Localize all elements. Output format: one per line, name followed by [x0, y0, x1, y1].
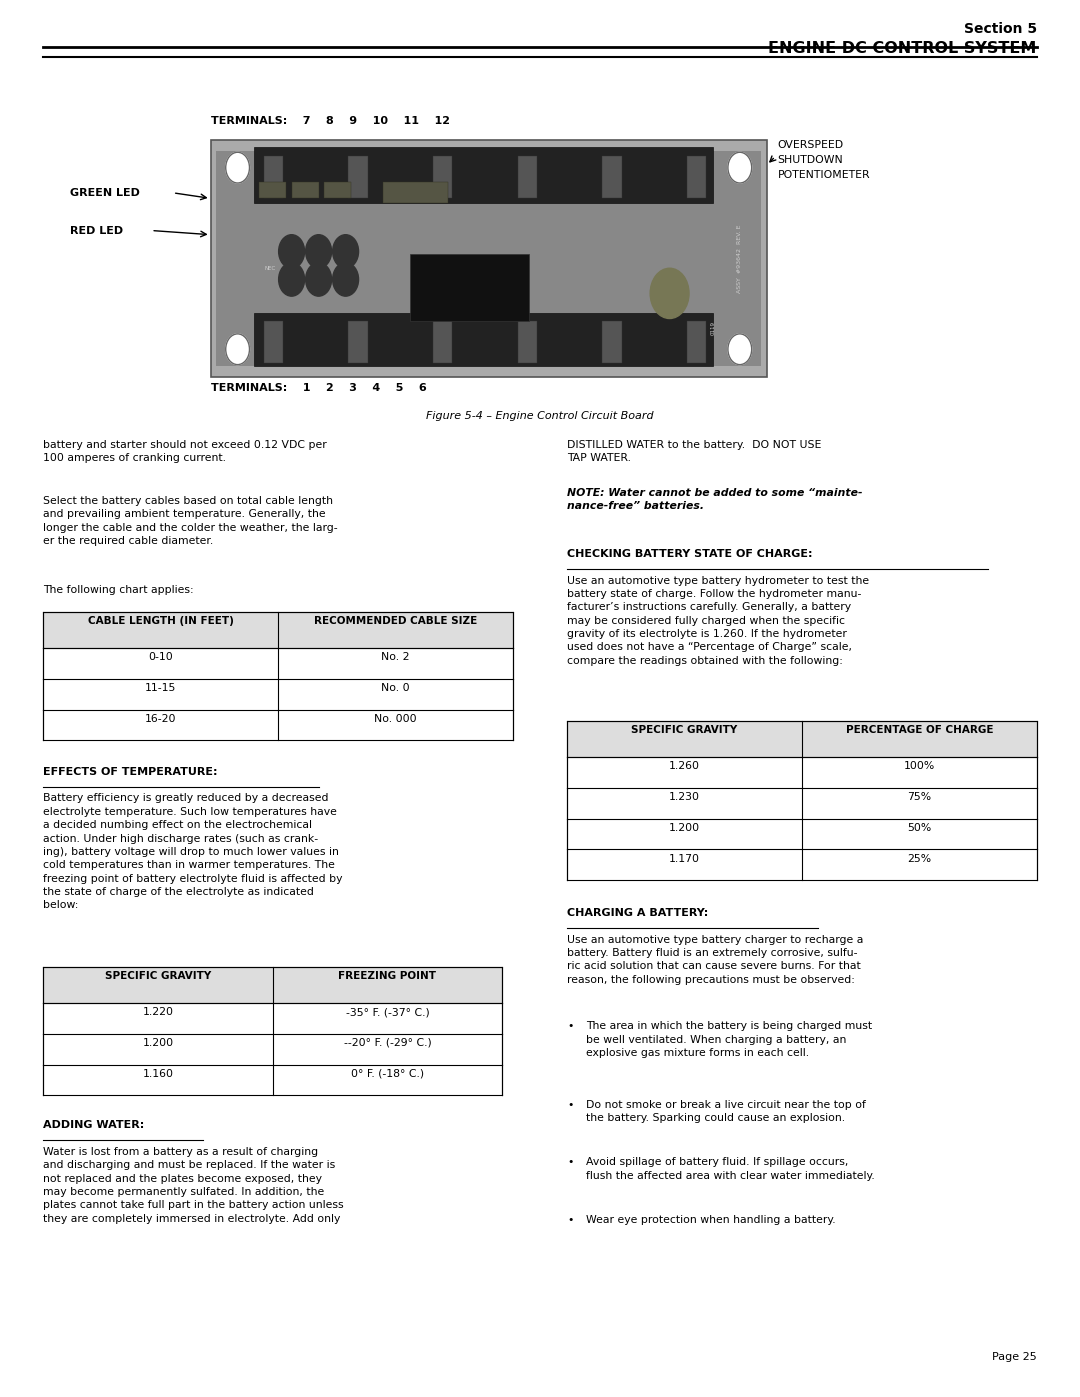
Bar — [433, 156, 453, 198]
Bar — [687, 321, 706, 363]
Bar — [517, 321, 537, 363]
Text: ADDING WATER:: ADDING WATER: — [43, 1120, 145, 1130]
Text: 16-20: 16-20 — [145, 714, 176, 724]
Text: TERMINALS:    7    8    9    10    11    12: TERMINALS: 7 8 9 10 11 12 — [211, 116, 449, 126]
Bar — [264, 321, 283, 363]
Text: Figure 5-4 – Engine Control Circuit Board: Figure 5-4 – Engine Control Circuit Boar… — [427, 411, 653, 420]
Text: 25%: 25% — [907, 854, 931, 863]
Bar — [254, 147, 713, 203]
Circle shape — [728, 152, 752, 183]
Text: 1.200: 1.200 — [669, 823, 700, 833]
Text: 1.160: 1.160 — [143, 1069, 174, 1078]
Bar — [687, 156, 706, 198]
Bar — [348, 321, 367, 363]
Text: 1.230: 1.230 — [669, 792, 700, 802]
Text: SPECIFIC GRAVITY: SPECIFIC GRAVITY — [105, 971, 211, 981]
Bar — [43, 967, 502, 1003]
Circle shape — [650, 268, 689, 319]
Text: NOTE: Water cannot be added to some “mainte-
nance-free” batteries.: NOTE: Water cannot be added to some “mai… — [567, 488, 863, 511]
Bar — [43, 612, 513, 648]
Bar — [517, 156, 537, 198]
Text: OVERSPEED: OVERSPEED — [778, 140, 843, 149]
Text: Do not smoke or break a live circuit near the top of
the battery. Sparking could: Do not smoke or break a live circuit nea… — [586, 1101, 866, 1123]
Circle shape — [306, 263, 332, 296]
Text: DISTILLED WATER to the battery.  DO NOT USE
TAP WATER.: DISTILLED WATER to the battery. DO NOT U… — [567, 440, 822, 464]
Text: NEC: NEC — [265, 265, 275, 271]
Text: The area in which the battery is being charged must
be well ventilated. When cha: The area in which the battery is being c… — [586, 1021, 873, 1058]
Text: PERCENTAGE OF CHARGE: PERCENTAGE OF CHARGE — [846, 725, 994, 735]
Text: battery and starter should not exceed 0.12 VDC per
100 amperes of cranking curre: battery and starter should not exceed 0.… — [43, 440, 327, 464]
Circle shape — [306, 235, 332, 268]
Bar — [433, 321, 453, 363]
Text: Page 25: Page 25 — [993, 1352, 1037, 1362]
Text: 75%: 75% — [907, 792, 931, 802]
Text: ENGINE DC CONTROL SYSTEM: ENGINE DC CONTROL SYSTEM — [769, 41, 1037, 56]
Circle shape — [279, 235, 305, 268]
Bar — [324, 182, 351, 198]
Text: No. 0: No. 0 — [381, 683, 410, 693]
Text: 1.220: 1.220 — [143, 1007, 174, 1017]
Text: EFFECTS OF TEMPERATURE:: EFFECTS OF TEMPERATURE: — [43, 767, 218, 777]
Bar — [211, 140, 767, 377]
Text: •: • — [567, 1215, 573, 1225]
Text: 0° F. (-18° C.): 0° F. (-18° C.) — [351, 1069, 424, 1078]
Text: No. 2: No. 2 — [381, 652, 409, 662]
Text: FREEZING POINT: FREEZING POINT — [338, 971, 436, 981]
Text: ASSY  #93642  REV. E: ASSY #93642 REV. E — [738, 224, 742, 293]
Text: No. 000: No. 000 — [375, 714, 417, 724]
Circle shape — [226, 334, 249, 365]
Text: CABLE LENGTH (IN FEET): CABLE LENGTH (IN FEET) — [87, 616, 233, 626]
Circle shape — [333, 263, 359, 296]
Text: 0119: 0119 — [711, 321, 715, 335]
Bar — [603, 321, 622, 363]
Text: POTENTIOMETER: POTENTIOMETER — [778, 170, 870, 180]
Text: 1.200: 1.200 — [143, 1038, 174, 1048]
Bar — [216, 151, 761, 366]
Text: The following chart applies:: The following chart applies: — [43, 585, 193, 595]
Text: 1.170: 1.170 — [669, 854, 700, 863]
Text: SHUTDOWN: SHUTDOWN — [778, 155, 843, 165]
Text: •: • — [567, 1021, 573, 1031]
Bar — [292, 182, 319, 198]
Bar — [264, 156, 283, 198]
Text: CHARGING A BATTERY:: CHARGING A BATTERY: — [567, 908, 708, 918]
Text: CHECKING BATTERY STATE OF CHARGE:: CHECKING BATTERY STATE OF CHARGE: — [567, 549, 812, 559]
Text: Use an automotive type battery charger to recharge a
battery. Battery fluid is a: Use an automotive type battery charger t… — [567, 935, 863, 985]
Circle shape — [728, 334, 752, 365]
Bar — [603, 156, 622, 198]
Bar — [410, 254, 529, 321]
Text: --20° F. (-29° C.): --20° F. (-29° C.) — [343, 1038, 431, 1048]
Text: Use an automotive type battery hydrometer to test the
battery state of charge. F: Use an automotive type battery hydromete… — [567, 576, 869, 666]
Text: SPECIFIC GRAVITY: SPECIFIC GRAVITY — [632, 725, 738, 735]
Text: GREEN LED: GREEN LED — [70, 187, 140, 198]
Text: Water is lost from a battery as a result of charging
and discharging and must be: Water is lost from a battery as a result… — [43, 1147, 343, 1224]
Circle shape — [279, 263, 305, 296]
Text: Wear eye protection when handling a battery.: Wear eye protection when handling a batt… — [586, 1215, 836, 1225]
Text: 50%: 50% — [907, 823, 931, 833]
Text: -35° F. (-37° C.): -35° F. (-37° C.) — [346, 1007, 430, 1017]
Text: TERMINALS:    1    2    3    4    5    6: TERMINALS: 1 2 3 4 5 6 — [211, 383, 427, 393]
Text: 1.260: 1.260 — [669, 761, 700, 771]
Text: RECOMMENDED CABLE SIZE: RECOMMENDED CABLE SIZE — [314, 616, 477, 626]
Text: 100%: 100% — [904, 761, 935, 771]
Circle shape — [333, 235, 359, 268]
Text: Battery efficiency is greatly reduced by a decreased
electrolyte temperature. Su: Battery efficiency is greatly reduced by… — [43, 793, 342, 911]
Text: Select the battery cables based on total cable length
and prevailing ambient tem: Select the battery cables based on total… — [43, 496, 338, 546]
Text: 11-15: 11-15 — [145, 683, 176, 693]
Text: RED LED: RED LED — [70, 225, 123, 236]
Text: Section 5: Section 5 — [963, 22, 1037, 36]
Text: 0-10: 0-10 — [148, 652, 173, 662]
Bar — [348, 156, 367, 198]
Text: •: • — [567, 1101, 573, 1111]
Text: Avoid spillage of battery fluid. If spillage occurs,
flush the affected area wit: Avoid spillage of battery fluid. If spil… — [586, 1158, 875, 1180]
Bar — [567, 721, 1037, 757]
Bar — [383, 182, 448, 203]
Circle shape — [226, 152, 249, 183]
Bar — [254, 313, 713, 366]
Bar — [259, 182, 286, 198]
Text: •: • — [567, 1158, 573, 1168]
